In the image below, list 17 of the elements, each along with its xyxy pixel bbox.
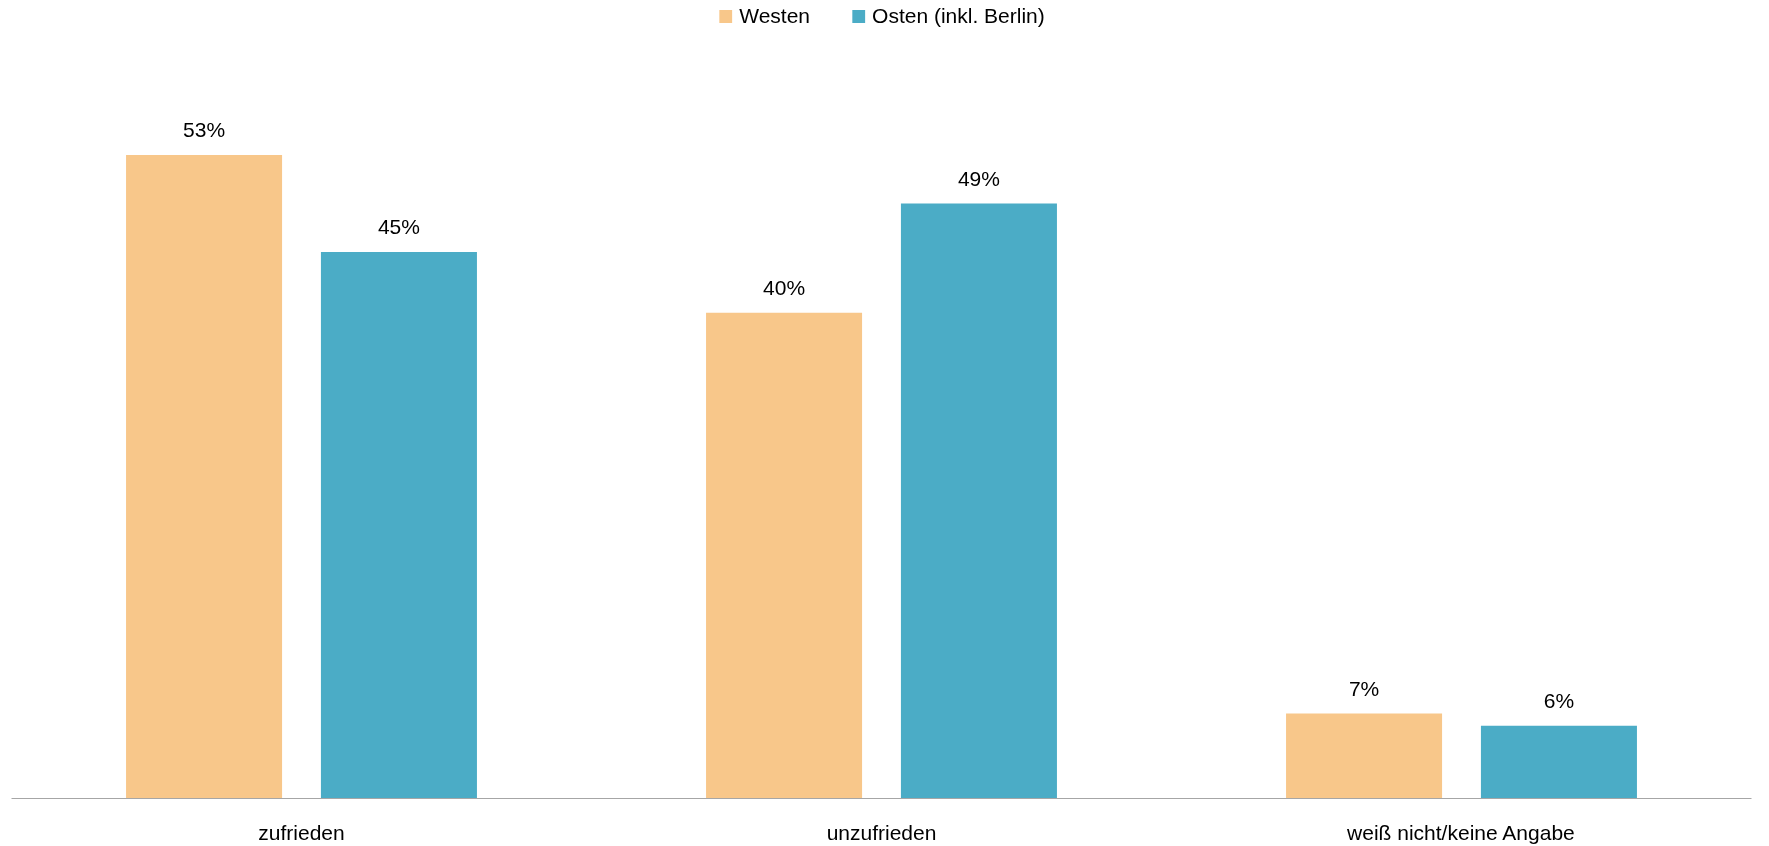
- legend-label: Osten (inkl. Berlin): [872, 4, 1045, 28]
- bar: [1480, 725, 1637, 799]
- bar: [320, 252, 477, 799]
- legend-label: Westen: [739, 4, 811, 28]
- bar: [126, 154, 283, 799]
- data-label: 6%: [1543, 688, 1575, 712]
- data-label: 49%: [957, 166, 1000, 190]
- x-tick-label: weiß nicht/keine Angabe: [1346, 820, 1575, 844]
- bar: [706, 312, 863, 799]
- bar: [1286, 713, 1443, 799]
- bar: [900, 203, 1057, 799]
- x-tick-label: zufrieden: [258, 820, 345, 844]
- x-tick-label: unzufrieden: [826, 820, 937, 844]
- data-label: 7%: [1348, 676, 1380, 700]
- data-label: 53%: [183, 117, 226, 141]
- data-label: 40%: [763, 275, 806, 299]
- data-label: 45%: [377, 215, 420, 239]
